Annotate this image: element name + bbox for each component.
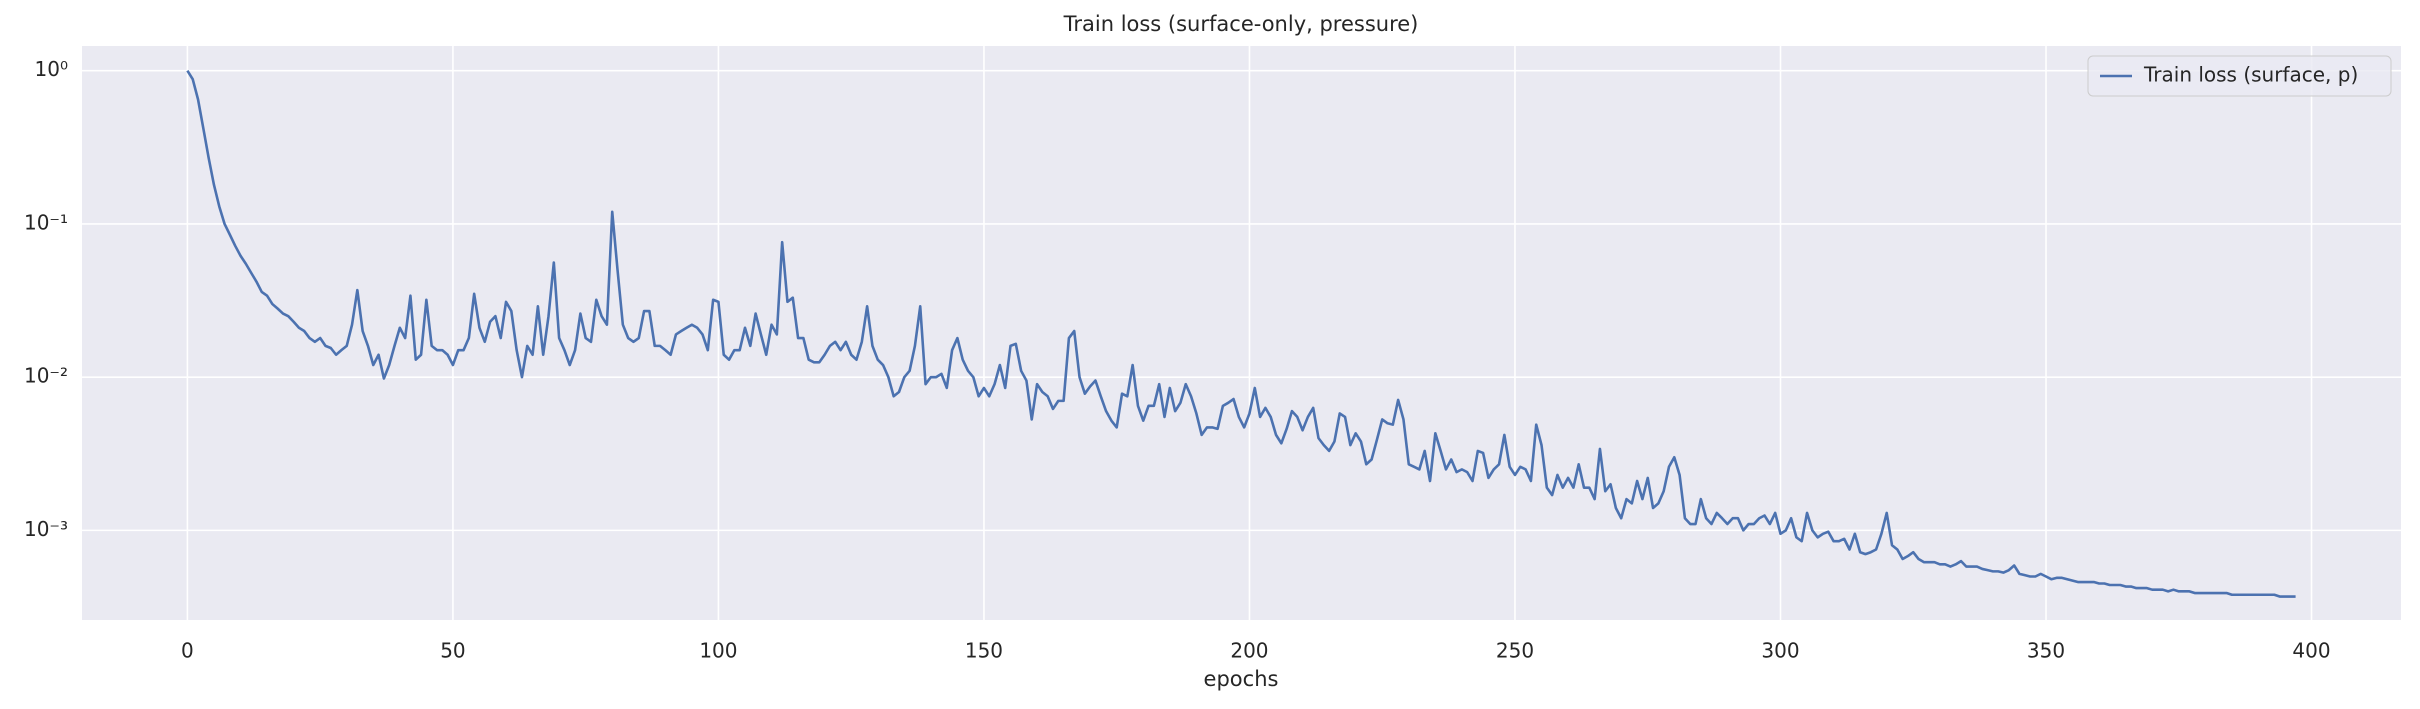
legend-box	[2087, 55, 2392, 97]
y-tick-label: 10⁰	[35, 57, 68, 81]
y-tick-label: 10⁻¹	[24, 210, 68, 234]
x-tick-label: 200	[1230, 639, 1268, 663]
legend-label: Train loss (surface, p)	[2143, 63, 2358, 87]
data-line	[186, 70, 2296, 598]
x-tick-label: 100	[699, 639, 737, 663]
x-tick-label: 350	[2027, 639, 2065, 663]
x-tick-label: 50	[440, 639, 465, 663]
y-tick-label: 10⁻²	[24, 364, 68, 388]
y-tick-label: 10⁻³	[24, 517, 68, 541]
x-tick-label: 300	[1761, 639, 1799, 663]
x-tick-label: 150	[965, 639, 1003, 663]
x-tick-label: 250	[1496, 639, 1534, 663]
x-axis-label: epochs	[1204, 667, 1279, 691]
x-tick-label: 0	[181, 639, 194, 663]
chart-title: Train loss (surface-only, pressure)	[1063, 12, 1419, 36]
x-tick-label: 400	[2292, 639, 2330, 663]
